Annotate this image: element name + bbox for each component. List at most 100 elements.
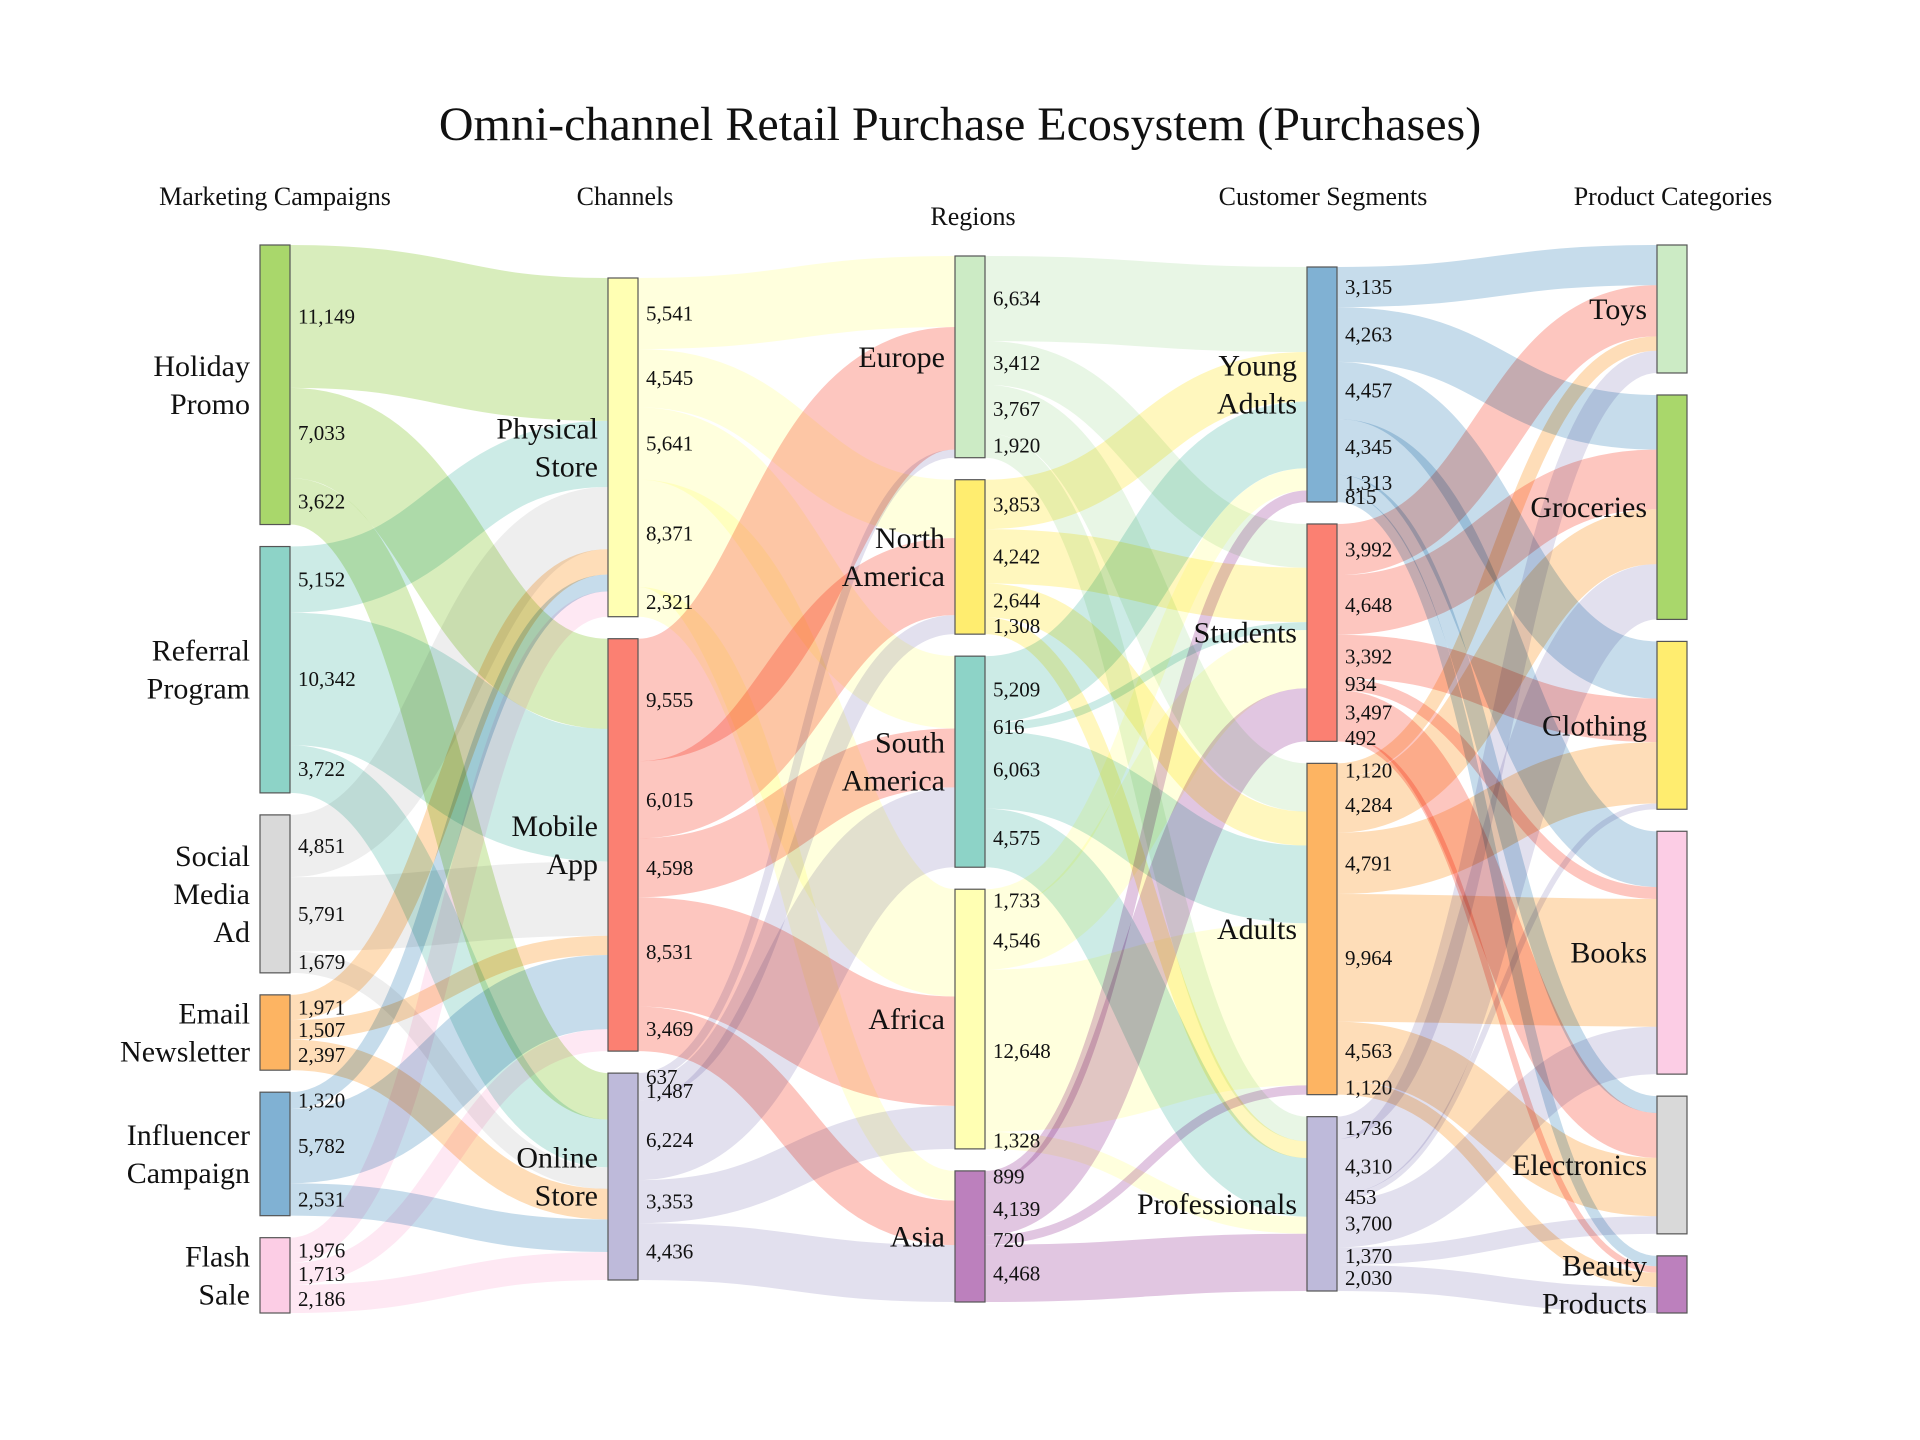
node-label-af: Africa — [868, 1003, 945, 1036]
node-label-as: Asia — [890, 1220, 945, 1253]
node-label-st: Students — [1194, 617, 1297, 650]
node-label-rp-line-0: Referral — [152, 635, 250, 668]
node-label-ps: Physical Store — [496, 412, 598, 483]
flow-value-ma-to-eu: 9,555 — [646, 688, 693, 712]
flow-value-ya-to-ele: 1,313 — [1345, 471, 1392, 495]
flow-value-ic-to-ps: 1,320 — [298, 1089, 345, 1113]
node-label-eu-line-0: Europe — [858, 341, 945, 374]
node-label-ya-line-0: Young — [1218, 349, 1297, 382]
link-af-to-ya — [984, 468, 1308, 912]
link-os-to-eu — [637, 449, 956, 1082]
flow-value-sa-to-pr: 4,575 — [993, 826, 1040, 850]
node-sa — [954, 655, 986, 868]
link-fs-to-os — [289, 1251, 609, 1314]
node-na — [954, 479, 986, 635]
flow-value-st-to-bea: 492 — [1345, 726, 1377, 750]
flow-value-ad-to-gro: 4,284 — [1345, 793, 1393, 817]
flow-value-st-to-clo: 3,392 — [1345, 644, 1392, 668]
link-ic-to-ps — [289, 574, 609, 1110]
link-ps-to-eu — [637, 255, 956, 350]
link-sm-to-ps — [287, 486, 611, 878]
flow-value-ad-to-ele: 4,563 — [1345, 1039, 1392, 1063]
link-pr-to-clo — [1336, 803, 1658, 1200]
flow-value-as-to-pr: 4,468 — [993, 1261, 1040, 1285]
link-hp-to-ps — [289, 245, 609, 421]
node-label-en-line-0: Email — [178, 998, 250, 1031]
node-label-rp-line-1: Program — [147, 673, 250, 706]
flow-value-eu-to-st: 3,412 — [993, 351, 1040, 375]
flow-value-sa-to-ya: 5,209 — [993, 678, 1040, 702]
node-label-sm-line-2: Ad — [213, 916, 250, 949]
link-pr-to-boo — [1336, 1026, 1658, 1248]
links-layer — [287, 244, 1660, 1314]
flow-value-ic-to-os: 2,531 — [298, 1187, 345, 1211]
flow-value-st-to-boo: 934 — [1345, 672, 1377, 696]
node-label-sa-line-1: America — [842, 765, 945, 798]
node-label-pr: Professionals — [1137, 1188, 1297, 1221]
flow-value-as-to-ya: 899 — [993, 1165, 1025, 1189]
flow-value-na-to-st: 4,242 — [993, 544, 1040, 568]
flow-value-ya-to-gro: 4,263 — [1345, 323, 1392, 347]
flow-value-fs-to-os: 2,186 — [298, 1287, 345, 1311]
node-label-en-line-1: Newsletter — [120, 1036, 250, 1069]
link-as-to-pr — [984, 1233, 1308, 1303]
link-ya-to-toy — [1336, 244, 1658, 308]
flow-value-sm-to-ps: 4,851 — [298, 834, 345, 858]
flow-value-eu-to-ad: 3,767 — [993, 397, 1040, 421]
flow-value-ya-to-bea: 815 — [1345, 485, 1377, 509]
link-as-to-ad — [984, 1085, 1308, 1245]
flow-value-hp-to-os: 3,622 — [298, 489, 345, 513]
link-na-to-ya — [984, 352, 1308, 530]
link-pr-to-toy — [1335, 350, 1659, 1139]
link-ma-to-na — [636, 537, 957, 839]
flow-value-na-to-pr: 1,308 — [993, 614, 1040, 638]
node-gro — [1656, 394, 1688, 621]
node-os — [607, 1072, 639, 1281]
node-label-os-line-0: Online — [516, 1142, 598, 1175]
flow-value-os-to-eu: 637 — [646, 1065, 678, 1089]
node-label-ps-line-0: Physical — [496, 412, 598, 445]
node-label-boo-line-0: Books — [1570, 937, 1647, 970]
node-eu — [954, 255, 986, 459]
flow-value-sa-to-ad: 6,063 — [993, 758, 1040, 782]
node-label-fs-line-1: Sale — [198, 1278, 250, 1311]
node-label-ma-line-0: Mobile — [511, 810, 598, 843]
flow-value-ps-to-eu: 5,541 — [646, 302, 693, 326]
flow-value-ad-to-clo: 4,791 — [1345, 851, 1392, 875]
node-ele — [1656, 1095, 1688, 1235]
node-label-ps-line-1: Store — [535, 450, 598, 483]
node-label-ya-line-1: Adults — [1217, 387, 1297, 420]
node-ma — [607, 638, 639, 1052]
node-label-sa: South America — [842, 727, 945, 798]
node-label-sm-line-1: Media — [173, 878, 250, 911]
link-pr-to-bea — [1336, 1264, 1658, 1314]
link-fs-to-ps — [288, 591, 610, 1264]
node-label-na: North America — [842, 522, 945, 593]
node-label-clo: Clothing — [1542, 709, 1647, 742]
node-label-sm-line-0: Social — [175, 840, 250, 873]
node-label-af-line-0: Africa — [868, 1003, 945, 1036]
flow-value-ya-to-toy: 3,135 — [1345, 275, 1392, 299]
node-label-en: Email Newsletter — [120, 998, 250, 1069]
node-en — [259, 994, 291, 1071]
node-st — [1306, 523, 1338, 742]
flow-value-os-to-sa: 6,224 — [646, 1128, 694, 1152]
flow-value-af-to-pr: 1,328 — [993, 1128, 1040, 1152]
link-os-to-as — [637, 1223, 956, 1302]
node-label-ic: Influencer Campaign — [127, 1119, 250, 1190]
flow-value-pr-to-gro: 4,310 — [1345, 1155, 1392, 1179]
flow-value-ma-to-as: 3,469 — [646, 1017, 693, 1041]
flow-value-os-to-af: 3,353 — [646, 1190, 693, 1214]
flow-value-ad-to-boo: 9,964 — [1345, 946, 1393, 970]
node-label-rp: Referral Program — [147, 635, 250, 706]
link-pr-to-ele — [1336, 1216, 1658, 1265]
node-pr — [1306, 1116, 1338, 1292]
node-af — [954, 888, 986, 1150]
node-ps — [607, 277, 639, 618]
node-fs — [259, 1237, 291, 1314]
link-os-to-af — [637, 1105, 956, 1224]
node-label-pr-line-0: Professionals — [1137, 1188, 1297, 1221]
column-label-channels: Channels — [577, 182, 674, 211]
link-as-to-st — [982, 688, 1310, 1236]
